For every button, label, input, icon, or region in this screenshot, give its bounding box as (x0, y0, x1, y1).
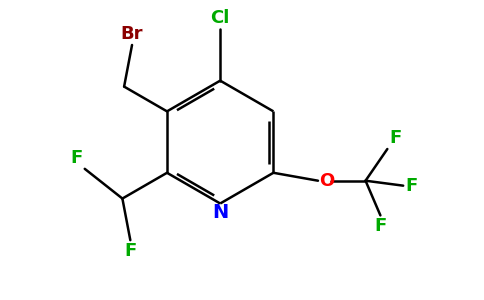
Text: Br: Br (121, 25, 143, 43)
Text: F: F (405, 177, 417, 195)
Text: O: O (319, 172, 334, 190)
Text: F: F (124, 242, 136, 260)
Text: Cl: Cl (211, 9, 230, 27)
Text: F: F (71, 149, 83, 167)
Text: F: F (374, 218, 387, 236)
Text: F: F (389, 129, 402, 147)
Text: N: N (212, 203, 228, 223)
